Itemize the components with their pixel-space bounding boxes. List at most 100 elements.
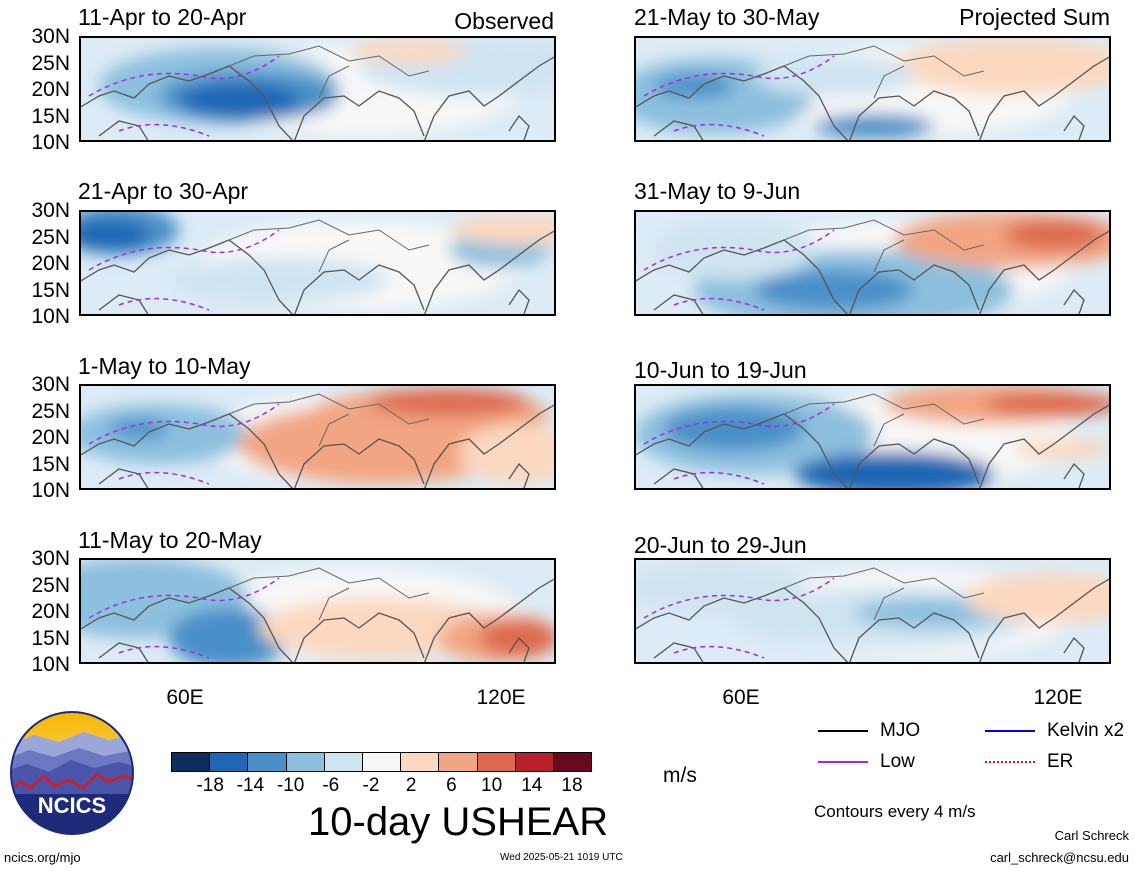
lat-label: 15N [31, 452, 70, 476]
lon-label-120e: 120E [1033, 686, 1083, 709]
lat-label: 30N [31, 547, 70, 570]
colorbar-swatch [247, 752, 287, 772]
low-contour [643, 577, 835, 659]
logo-text: NCICS [38, 793, 106, 818]
colorbar-swatch [285, 752, 325, 772]
panel-note-observed: Observed [454, 8, 554, 34]
colorbar-tick: -6 [322, 775, 340, 796]
timestamp: Wed 2025-05-21 1019 UTC [500, 852, 623, 863]
map-panel [79, 558, 556, 664]
low-contour [88, 403, 280, 485]
shear-shading [369, 388, 529, 416]
shear-shading [754, 56, 914, 96]
colorbar-tick: -10 [276, 775, 305, 796]
low-contour [88, 577, 280, 659]
shear-shading [349, 39, 469, 63]
low-contour [643, 403, 835, 485]
shear-shading [179, 83, 299, 119]
country-border [228, 393, 430, 447]
map-panel [79, 36, 556, 142]
colorbar-tick: -18 [196, 775, 224, 796]
country-border [783, 219, 985, 273]
lon-label-60e: 60E [166, 686, 204, 709]
lat-label: 10N [31, 479, 70, 502]
colorbar-swatch [476, 752, 516, 772]
shear-shading [479, 620, 556, 656]
panel-title: 21-Apr to 30-Apr [78, 178, 249, 204]
shear-shading [109, 419, 169, 439]
colorbar-tick: -2 [362, 775, 380, 796]
site-link[interactable]: ncics.org/mjo [4, 850, 81, 865]
coastline [634, 55, 1111, 142]
lat-label: 20N [31, 252, 70, 275]
coastline [79, 577, 556, 664]
colorbar-swatch [323, 752, 363, 772]
shear-shading [654, 74, 734, 98]
country-border [783, 45, 985, 99]
low-contour [88, 55, 280, 137]
shear-shading [79, 220, 149, 250]
panel-frame [79, 210, 556, 316]
legend-label: Kelvin x2 [1047, 720, 1125, 741]
map-panel [634, 558, 1111, 664]
colorbar-tick: 6 [446, 775, 457, 796]
colorbar-tick: 2 [405, 775, 417, 796]
shear-shading [459, 424, 556, 484]
panel-frame [634, 36, 1111, 142]
country-border [228, 45, 430, 99]
coastline [634, 577, 1111, 664]
shear-shading [654, 220, 814, 280]
legend-swatch-er [985, 761, 1035, 763]
legend-swatch-low [818, 761, 868, 763]
map-panel [634, 210, 1111, 316]
lat-label: 25N [31, 573, 70, 597]
shear-shading [1004, 220, 1104, 250]
coastline [79, 229, 556, 316]
panel-note-projected: Projected Sum [959, 4, 1110, 30]
shear-shading [964, 573, 1111, 623]
country-border [783, 567, 985, 621]
panel-frame [634, 558, 1111, 664]
colorbar-tick: -14 [236, 775, 265, 796]
shear-shading [894, 38, 1111, 94]
lat-label: 15N [31, 278, 70, 302]
panel-title: 20-Jun to 29-Jun [634, 532, 807, 558]
colorbar-swatch [171, 752, 211, 772]
ncics-logo: NCICS [10, 711, 134, 835]
coastline [634, 403, 1111, 490]
colorbar-swatch [361, 752, 402, 772]
lat-label: 15N [31, 626, 70, 650]
lat-label: 30N [31, 199, 70, 222]
panel-frame [634, 210, 1111, 316]
colorbar-swatch [438, 752, 478, 772]
panel-title: 11-Apr to 20-Apr [78, 4, 247, 30]
author: Carl Schreck [1054, 828, 1129, 843]
low-contour [643, 229, 835, 311]
legend-label: MJO [880, 720, 921, 741]
colorbar-tick: 14 [521, 775, 543, 796]
lat-label: 25N [31, 51, 70, 75]
colorbar [171, 752, 593, 772]
low-contour [88, 229, 280, 311]
colorbar-unit: m/s [663, 764, 697, 787]
legend-swatch-mjo [818, 730, 868, 732]
legend-label: ER [1047, 751, 1074, 772]
lat-label: 20N [31, 426, 70, 449]
map-panel [634, 36, 1111, 142]
panel-title: 11-May to 20-May [78, 527, 262, 553]
shear-shading [449, 215, 556, 245]
lon-label-60e: 60E [722, 686, 760, 709]
main-title: 10-day USHEAR [308, 800, 609, 844]
lat-label: 10N [31, 653, 70, 676]
shear-shading [169, 608, 289, 664]
email[interactable]: carl_schreck@ncsu.edu [990, 850, 1129, 865]
panel-title: 31-May to 9-Jun [634, 178, 801, 204]
shear-shading [169, 258, 389, 302]
lat-label: 10N [31, 131, 70, 154]
lat-label: 15N [31, 104, 70, 128]
lat-label: 30N [31, 25, 70, 48]
legend-kelvin: Kelvin x2 [985, 720, 1124, 742]
map-panel [634, 384, 1111, 490]
colorbar-swatch [209, 752, 249, 772]
colorbar-tick: 10 [481, 775, 503, 796]
